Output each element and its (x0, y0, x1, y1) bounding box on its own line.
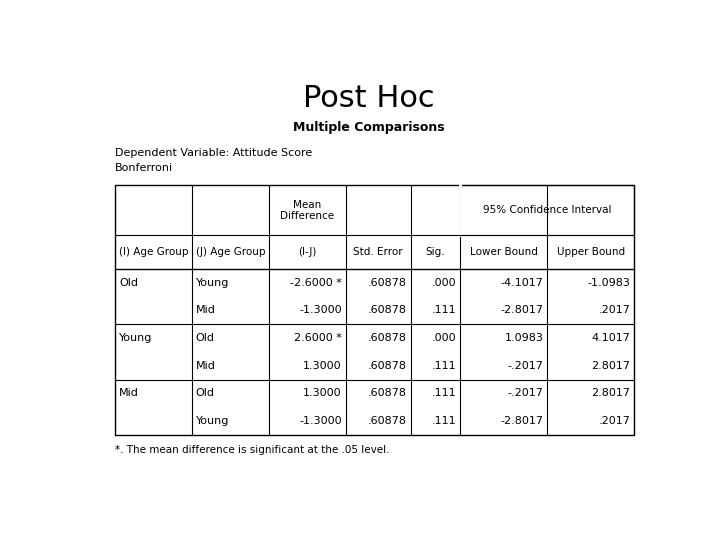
Text: -1.0983: -1.0983 (588, 278, 630, 288)
Text: -1.3000: -1.3000 (299, 306, 341, 315)
Text: 1.0983: 1.0983 (505, 333, 544, 343)
Text: .111: .111 (432, 361, 456, 371)
Text: -.2017: -.2017 (508, 388, 544, 399)
Text: Young: Young (196, 416, 229, 426)
Text: -2.8017: -2.8017 (500, 416, 544, 426)
Text: -4.1017: -4.1017 (500, 278, 544, 288)
Text: Old: Old (119, 278, 138, 288)
Text: 2.8017: 2.8017 (591, 388, 630, 399)
Text: *. The mean difference is significant at the .05 level.: *. The mean difference is significant at… (115, 446, 390, 455)
Text: Upper Bound: Upper Bound (557, 247, 625, 257)
Text: 1.3000: 1.3000 (303, 361, 341, 371)
Text: -2.8017: -2.8017 (500, 306, 544, 315)
Text: Lower Bound: Lower Bound (470, 247, 538, 257)
Text: 1.3000: 1.3000 (303, 388, 341, 399)
Text: Mean
Difference: Mean Difference (280, 200, 334, 221)
Text: Young: Young (119, 333, 153, 343)
Text: .111: .111 (432, 306, 456, 315)
Text: (J) Age Group: (J) Age Group (196, 247, 265, 257)
Text: Std. Error: Std. Error (354, 247, 403, 257)
Text: .60878: .60878 (368, 306, 407, 315)
Text: Bonferroni: Bonferroni (115, 163, 174, 172)
Text: -.2017: -.2017 (508, 361, 544, 371)
Text: -1.3000: -1.3000 (299, 416, 341, 426)
Text: 95% Confidence Interval: 95% Confidence Interval (483, 205, 611, 215)
Text: .000: .000 (432, 333, 456, 343)
Text: .2017: .2017 (598, 416, 630, 426)
Text: Multiple Comparisons: Multiple Comparisons (293, 121, 445, 134)
Text: (I) Age Group: (I) Age Group (119, 247, 188, 257)
Text: .111: .111 (432, 388, 456, 399)
Text: Mid: Mid (196, 306, 216, 315)
Text: .60878: .60878 (368, 361, 407, 371)
Text: .60878: .60878 (368, 388, 407, 399)
Text: Old: Old (196, 333, 215, 343)
Text: .2017: .2017 (598, 306, 630, 315)
Text: Mid: Mid (196, 361, 216, 371)
Text: .60878: .60878 (368, 416, 407, 426)
Text: Mid: Mid (119, 388, 139, 399)
Text: .60878: .60878 (368, 278, 407, 288)
Text: -2.6000 *: -2.6000 * (289, 278, 341, 288)
Text: Sig.: Sig. (426, 247, 446, 257)
Text: .60878: .60878 (368, 333, 407, 343)
Text: Old: Old (196, 388, 215, 399)
Text: (I-J): (I-J) (298, 247, 316, 257)
Text: 2.6000 *: 2.6000 * (294, 333, 341, 343)
Text: 4.1017: 4.1017 (591, 333, 630, 343)
Text: .111: .111 (432, 416, 456, 426)
Text: Post Hoc: Post Hoc (303, 84, 435, 112)
Text: .000: .000 (432, 278, 456, 288)
Text: Young: Young (196, 278, 229, 288)
Text: Dependent Variable: Attitude Score: Dependent Variable: Attitude Score (115, 148, 312, 158)
Text: 2.8017: 2.8017 (591, 361, 630, 371)
